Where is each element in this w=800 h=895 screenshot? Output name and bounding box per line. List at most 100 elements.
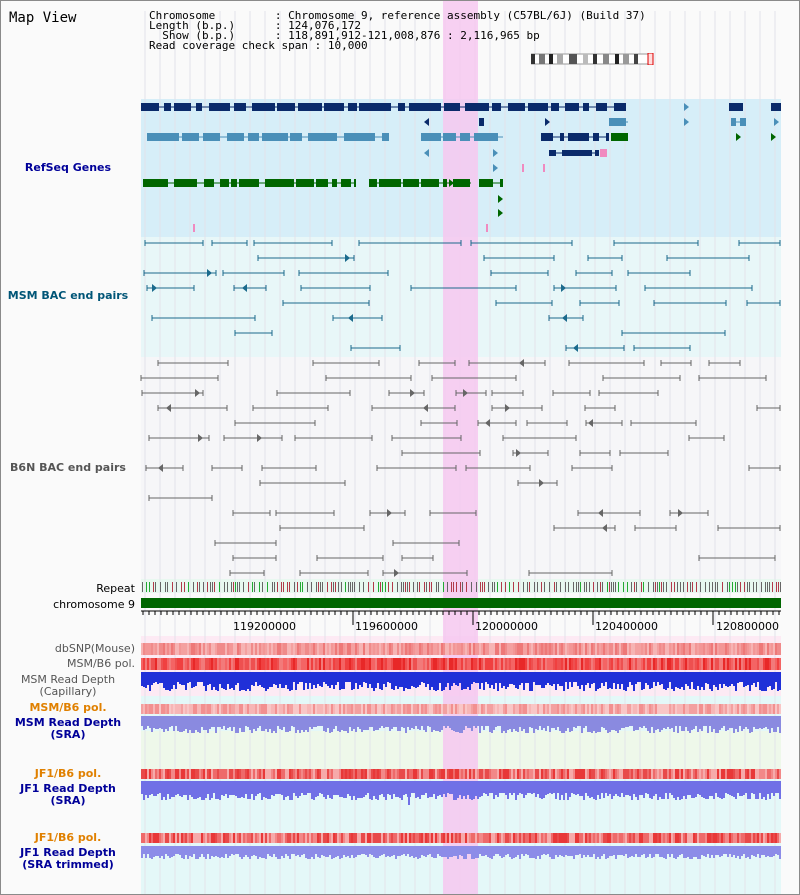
depth-bar — [171, 716, 173, 726]
heat-cell — [677, 643, 679, 655]
repeat-mark — [568, 582, 569, 592]
heat-cell — [439, 704, 441, 714]
heat-cell — [245, 704, 247, 714]
depth-bar — [227, 672, 229, 684]
gene-arrow — [424, 149, 429, 157]
depth-bar — [419, 781, 421, 799]
gene-arrow — [463, 389, 468, 397]
depth-bar — [275, 716, 277, 733]
gene-exon — [209, 103, 230, 111]
gene-exon — [359, 103, 391, 111]
repeat-mark — [407, 582, 408, 592]
depth-bar — [745, 672, 747, 686]
depth-bar — [525, 672, 527, 683]
heat-cell — [613, 658, 615, 670]
heat-cell — [695, 643, 697, 655]
heat-cell — [271, 704, 273, 714]
chromosome-ideogram[interactable] — [531, 53, 656, 65]
heat-cell — [749, 704, 751, 714]
heat-cell — [251, 658, 253, 670]
depth-bar — [595, 846, 597, 859]
heat-cell — [653, 658, 655, 670]
depth-bar — [329, 846, 331, 855]
depth-bar — [679, 672, 681, 689]
heat-cell — [471, 658, 473, 670]
depth-bar — [703, 846, 705, 856]
heat-cell — [371, 833, 373, 843]
depth-bar — [561, 672, 563, 686]
heat-cell — [527, 658, 529, 670]
heat-cell — [645, 658, 647, 670]
heat-cell — [417, 658, 419, 670]
heat-cell — [305, 643, 307, 655]
heat-cell — [659, 658, 661, 670]
gene-exon — [403, 179, 419, 187]
depth-bar — [217, 672, 219, 691]
heat-cell — [591, 643, 593, 655]
heat-cell — [695, 704, 697, 714]
depth-bar — [337, 781, 339, 795]
heat-cell — [557, 833, 559, 843]
depth-bar — [533, 672, 535, 682]
depth-bar — [191, 716, 193, 733]
depth-bar — [563, 846, 565, 857]
depth-bar — [777, 846, 779, 855]
heat-cell — [367, 658, 369, 670]
depth-bar — [153, 672, 155, 683]
repeat-mark — [413, 582, 414, 592]
depth-bar — [363, 672, 365, 682]
heat-cell — [149, 833, 151, 843]
heat-cell — [521, 704, 523, 714]
depth-bar — [417, 716, 419, 729]
heat-cell — [379, 643, 381, 655]
depth-bar — [575, 781, 577, 795]
depth-bar — [429, 716, 431, 727]
depth-bar — [641, 672, 643, 690]
depth-bar — [509, 846, 511, 857]
depth-bar — [385, 672, 387, 687]
heat-cell — [597, 704, 599, 714]
repeat-mark — [327, 582, 328, 592]
depth-bar — [235, 672, 237, 685]
repeat-mark — [482, 582, 483, 592]
heat-cell — [179, 704, 181, 714]
depth-bar — [181, 781, 183, 797]
depth-bar — [707, 716, 709, 733]
gene-exon — [290, 133, 302, 141]
depth-bar — [141, 716, 143, 726]
heat-cell — [529, 658, 531, 670]
depth-bar — [161, 672, 163, 683]
heat-cell — [735, 704, 737, 714]
heat-cell — [255, 833, 257, 843]
heat-cell — [181, 704, 183, 714]
heat-cell — [323, 833, 325, 843]
depth-bar — [349, 672, 351, 682]
heat-cell — [393, 704, 395, 714]
heat-cell — [703, 658, 705, 670]
heat-cell — [333, 658, 335, 670]
heat-cell — [505, 643, 507, 655]
depth-bar — [311, 846, 313, 857]
depth-bar — [417, 672, 419, 687]
heat-cell — [283, 769, 285, 779]
heat-cell — [197, 704, 199, 714]
heat-cell — [239, 658, 241, 670]
heat-cell — [755, 643, 757, 655]
heat-cell — [645, 769, 647, 779]
heat-cell — [193, 833, 195, 843]
depth-bar — [709, 846, 711, 858]
heat-cell — [353, 658, 355, 670]
heat-cell — [463, 769, 465, 779]
depth-bar — [449, 781, 451, 794]
depth-bar — [643, 781, 645, 798]
repeat-mark — [602, 582, 603, 592]
heat-cell — [691, 643, 693, 655]
heat-cell — [629, 769, 631, 779]
repeat-mark — [657, 582, 658, 592]
depth-bar — [257, 672, 259, 686]
depth-bar — [759, 672, 761, 690]
heat-cell — [383, 833, 385, 843]
depth-bar — [481, 716, 483, 726]
depth-bar — [231, 781, 233, 795]
